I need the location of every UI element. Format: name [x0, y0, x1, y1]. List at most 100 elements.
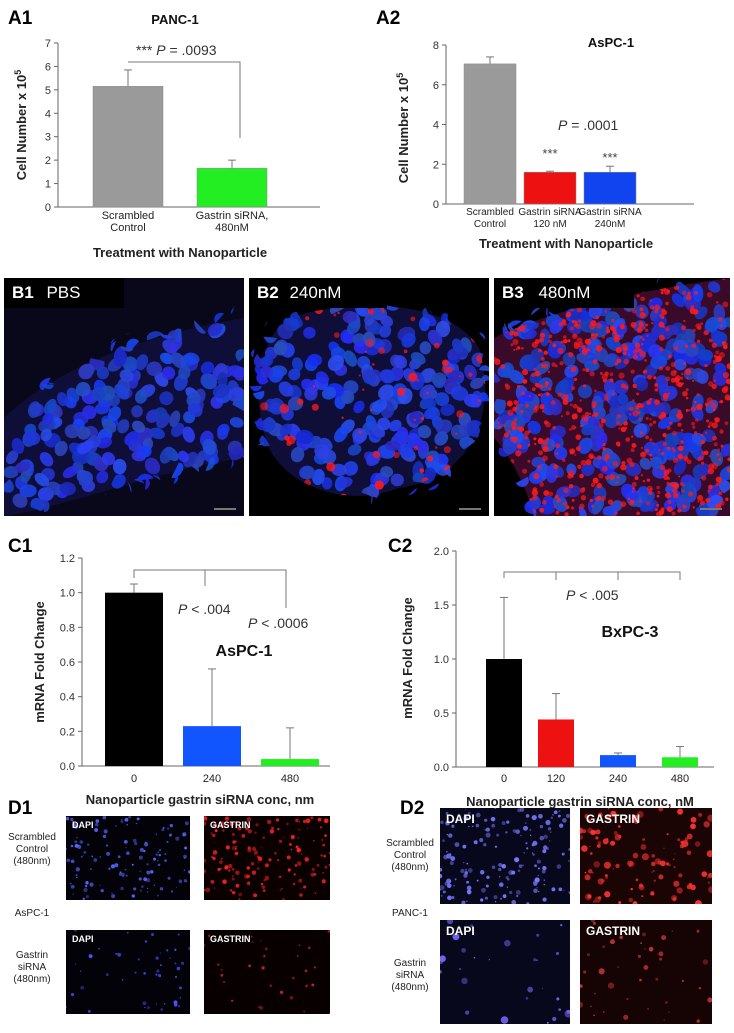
nucleus — [439, 297, 453, 310]
cell-dot — [607, 808, 610, 810]
nucleus — [434, 431, 449, 446]
red-signal — [673, 346, 679, 351]
cell-dot — [295, 845, 299, 849]
red-signal — [573, 343, 580, 350]
nucleus — [107, 406, 122, 422]
red-signal — [616, 358, 622, 364]
red-signal — [629, 499, 635, 505]
red-signal — [708, 338, 713, 343]
cell-dot — [66, 818, 69, 821]
red-signal — [518, 313, 521, 316]
cell-dot — [89, 882, 94, 887]
cell-dot — [319, 826, 323, 829]
cell-dot — [212, 833, 216, 837]
nucleus — [260, 365, 273, 378]
nucleus — [295, 429, 314, 445]
bar-1 — [523, 171, 577, 205]
red-signal — [589, 455, 592, 458]
red-signal — [531, 387, 536, 392]
red-signal — [591, 414, 595, 417]
red-signal — [694, 431, 698, 435]
red-signal — [714, 417, 720, 423]
cell-dot — [537, 867, 541, 870]
red-signal — [671, 488, 678, 494]
nucleus — [327, 354, 344, 372]
nucleus — [135, 354, 149, 371]
red-signal — [590, 482, 596, 488]
d1-dapi-sirna-label: DAPI — [72, 934, 94, 944]
cell-dot — [632, 901, 638, 904]
cell-dot — [650, 891, 655, 896]
cell-dot — [115, 952, 118, 955]
nucleus — [23, 430, 41, 446]
red-signal — [654, 304, 660, 311]
cell-dot — [701, 871, 708, 878]
nucleus — [419, 287, 435, 303]
nucleus — [237, 462, 244, 475]
red-signal — [681, 325, 687, 331]
red-signal — [627, 353, 631, 356]
red-signal — [403, 278, 411, 286]
red-signal — [534, 442, 537, 445]
nucleus — [707, 281, 721, 293]
cell-dot — [463, 815, 469, 821]
red-signal — [616, 475, 621, 479]
nucleus — [42, 333, 53, 346]
cell-dot — [666, 833, 669, 836]
cell-dot — [587, 894, 592, 899]
cell-dot — [539, 824, 544, 829]
cell-dot — [105, 973, 109, 977]
red-signal — [524, 436, 528, 440]
nucleus — [435, 419, 453, 435]
red-signal — [665, 326, 670, 332]
red-signal — [632, 383, 637, 389]
red-signal — [260, 402, 269, 411]
cell-dot — [461, 947, 466, 953]
red-signal — [666, 481, 670, 486]
cell-dot — [485, 832, 491, 838]
red-signal — [639, 312, 646, 319]
cell-dot — [696, 1019, 700, 1023]
nucleus — [650, 355, 668, 370]
red-signal — [716, 453, 720, 457]
nucleus — [135, 389, 148, 404]
red-signal — [672, 447, 675, 450]
nucleus — [301, 465, 315, 480]
category-label-0: 0 — [501, 773, 507, 785]
d2-dapi-control-image — [440, 808, 570, 904]
cell-dot — [70, 884, 75, 889]
red-signal — [459, 375, 462, 378]
red-signal — [413, 445, 419, 451]
red-signal — [654, 388, 658, 392]
cell-dot — [157, 894, 159, 897]
cell-dot — [139, 847, 144, 852]
cell-dot — [324, 834, 327, 837]
cell-dot — [100, 889, 104, 893]
cell-dot — [278, 875, 282, 878]
red-signal — [529, 498, 533, 501]
cell-dot — [304, 857, 309, 862]
red-signal — [380, 307, 384, 311]
cell-dot — [89, 868, 92, 870]
red-signal — [295, 509, 299, 513]
red-signal — [400, 286, 407, 293]
cell-dot — [296, 955, 299, 957]
nucleus — [343, 350, 358, 367]
red-signal — [559, 361, 564, 366]
red-signal — [715, 503, 722, 510]
nucleus — [217, 423, 230, 436]
red-signal — [576, 306, 583, 313]
cell-dot — [94, 822, 99, 827]
nucleus — [201, 493, 215, 509]
red-signal — [675, 493, 678, 497]
cell-dot — [618, 901, 622, 904]
cell-dot — [520, 834, 522, 837]
cell-dot — [297, 837, 299, 839]
red-signal — [705, 498, 711, 503]
nucleus — [450, 386, 469, 401]
red-signal — [632, 399, 635, 402]
red-signal — [658, 334, 665, 341]
nucleus — [144, 496, 158, 510]
red-signal — [607, 499, 614, 505]
cell-dot — [538, 813, 543, 819]
